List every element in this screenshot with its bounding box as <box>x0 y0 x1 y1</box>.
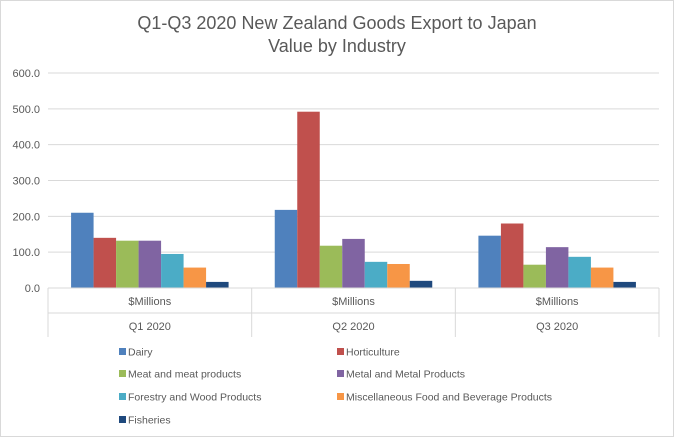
legend-swatch <box>119 393 126 400</box>
x-axis: $Millions Q1 2020 $Millions Q2 2020 $Million… <box>47 287 660 337</box>
bar-horticulture-2 <box>297 111 320 288</box>
bar-fisheries-1 <box>206 281 229 288</box>
y-tick-label: 600.0 <box>12 68 40 80</box>
legend: Dairy Horticulture Meat and meat products M… <box>119 347 552 427</box>
bar-meat-and-meat-products-2 <box>319 245 343 288</box>
x-category-label: Q3 2020 <box>536 321 578 333</box>
bar-miscellaneous-food-and-beverage-products-3 <box>590 267 614 288</box>
bar-miscellaneous-food-and-beverage-products-1 <box>183 267 207 288</box>
legend-swatch <box>337 348 344 355</box>
y-tick-label: 300.0 <box>12 176 40 188</box>
x-sub-category-label: $Millions <box>128 296 171 308</box>
bar-fisheries-3 <box>613 281 636 288</box>
bar-forestry-and-wood-products-2 <box>364 261 388 288</box>
legend-label: Metal and Metal Products <box>346 369 465 381</box>
legend-label: Miscellaneous Food and Beverage Products <box>346 392 552 404</box>
legend-label: Meat and meat products <box>128 369 241 381</box>
bar-metal-and-metal-products-1 <box>138 240 162 288</box>
bar-horticulture-1 <box>93 237 117 288</box>
bar-horticulture-3 <box>500 223 524 288</box>
x-sub-category-label: $Millions <box>332 296 375 308</box>
bars <box>71 111 636 288</box>
x-category-label: Q2 2020 <box>332 321 374 333</box>
x-category-label: Q1 2020 <box>129 321 171 333</box>
bar-forestry-and-wood-products-1 <box>161 253 184 288</box>
chart-title-line-1: Q1-Q3 2020 New Zealand Goods Export to J… <box>137 13 536 33</box>
y-tick-label: 400.0 <box>12 140 40 152</box>
chart-title-line-2: Value by Industry <box>268 36 406 56</box>
y-tick-label: 500.0 <box>12 104 40 116</box>
legend-swatch <box>337 393 344 400</box>
y-axis-ticks: 0.0 100.0 200.0 300.0 400.0 500.0 600.0 <box>12 68 40 295</box>
bar-miscellaneous-food-and-beverage-products-2 <box>387 263 410 288</box>
legend-swatch <box>119 370 126 377</box>
bar-meat-and-meat-products-1 <box>116 240 139 288</box>
legend-label: Fisheries <box>128 415 171 427</box>
legend-swatch <box>337 370 344 377</box>
bar-fisheries-2 <box>409 280 433 288</box>
legend-label: Horticulture <box>346 347 400 359</box>
y-tick-label: 200.0 <box>12 211 40 223</box>
bar-metal-and-metal-products-2 <box>342 238 365 288</box>
bar-dairy-1 <box>71 212 94 288</box>
x-sub-category-label: $Millions <box>536 296 579 308</box>
bar-meat-and-meat-products-3 <box>523 264 546 288</box>
legend-swatch <box>119 416 126 423</box>
y-tick-label: 100.0 <box>12 247 40 259</box>
legend-label: Forestry and Wood Products <box>128 392 261 404</box>
legend-swatch <box>119 348 126 355</box>
bar-forestry-and-wood-products-3 <box>568 256 591 288</box>
bar-dairy-3 <box>478 235 501 288</box>
legend-label: Dairy <box>128 347 153 359</box>
y-tick-label: 0.0 <box>25 283 40 295</box>
bar-metal-and-metal-products-3 <box>545 247 569 288</box>
bar-dairy-2 <box>274 209 298 288</box>
